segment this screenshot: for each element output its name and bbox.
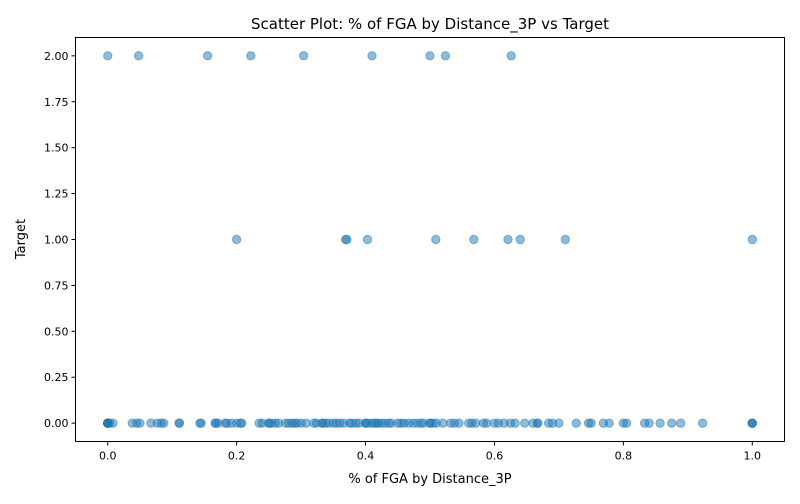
data-point	[571, 418, 582, 428]
data-point	[554, 418, 564, 428]
data-point	[586, 418, 596, 428]
data-point	[482, 418, 492, 428]
data-point	[196, 418, 206, 428]
data-point	[298, 51, 309, 61]
data-point	[676, 418, 686, 428]
x-tick-label: 0.2	[228, 450, 246, 463]
data-point	[159, 418, 169, 428]
data-point	[425, 51, 435, 61]
y-axis-label: Target	[14, 219, 29, 260]
y-ticks: 0.00 0.25 0.50 0.75 1.00 1.25 1.50 1.75 2.00	[44, 50, 76, 430]
data-point	[231, 234, 242, 245]
x-axis-label: % of FGA by Distance_3P	[348, 472, 511, 487]
data-point	[438, 418, 448, 428]
points-layer	[103, 51, 757, 428]
y-tick-label: 0.50	[44, 325, 69, 338]
data-point	[133, 51, 144, 61]
chart-title: Scatter Plot: % of FGA by Distance_3P vs…	[251, 15, 609, 34]
data-point	[560, 234, 571, 245]
data-point	[697, 418, 708, 428]
x-tick-label: 0.0	[99, 450, 117, 463]
data-point	[431, 234, 441, 245]
y-tick-label: 0.75	[44, 279, 69, 292]
data-point	[362, 234, 373, 245]
data-point	[532, 418, 543, 428]
data-point	[503, 234, 513, 245]
y-tick-label: 1.00	[44, 234, 69, 247]
data-point	[747, 234, 757, 245]
data-point	[621, 418, 632, 428]
data-point	[301, 418, 311, 428]
data-point	[604, 418, 614, 428]
data-point	[520, 418, 530, 428]
data-point	[471, 418, 481, 428]
x-tick-label: 1.0	[744, 450, 762, 463]
data-point	[644, 418, 654, 428]
x-tick-label: 0.8	[615, 450, 633, 463]
y-tick-label: 1.25	[44, 188, 69, 201]
data-point	[667, 418, 677, 428]
data-point	[202, 51, 213, 61]
data-point	[747, 418, 757, 428]
data-point	[342, 234, 352, 245]
data-point	[469, 234, 479, 245]
data-point	[440, 51, 451, 61]
data-point	[655, 418, 665, 428]
data-point	[367, 51, 377, 61]
y-tick-label: 1.50	[44, 142, 69, 155]
data-point	[515, 234, 525, 245]
y-tick-label: 0.25	[44, 371, 69, 384]
y-tick-label: 2.00	[44, 50, 69, 63]
data-point	[246, 51, 256, 61]
data-point	[174, 418, 184, 428]
y-tick-label: 0.00	[44, 417, 69, 430]
data-point	[506, 51, 516, 61]
x-ticks: 0.0 0.2 0.4 0.6 0.8 1.0	[99, 441, 762, 463]
plot-frame	[75, 37, 785, 442]
data-point	[510, 418, 520, 428]
data-point	[135, 418, 145, 428]
data-point	[103, 51, 113, 61]
data-point	[108, 418, 118, 428]
y-tick-label: 1.75	[44, 96, 69, 109]
data-point	[237, 418, 247, 428]
data-point	[454, 418, 464, 428]
x-tick-label: 0.6	[486, 450, 504, 463]
x-tick-label: 0.4	[357, 450, 375, 463]
